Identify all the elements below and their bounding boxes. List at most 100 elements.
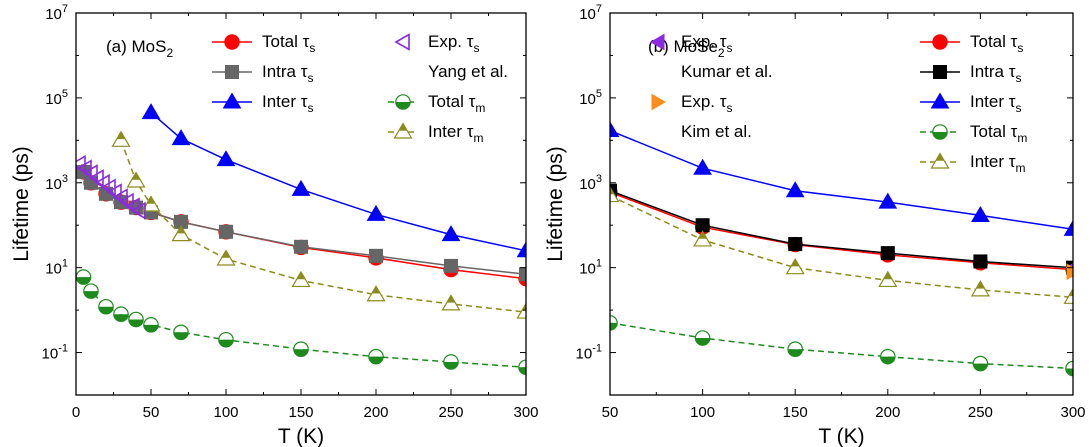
data-point-outline	[441, 294, 461, 311]
legend-item: Exp. τs	[651, 92, 732, 115]
data-point-outline	[368, 348, 384, 365]
x-axis-label: T (K)	[278, 425, 324, 447]
data-point-bottom	[173, 332, 189, 340]
legend-marker	[395, 94, 411, 110]
y-tick-label: 105	[45, 88, 68, 108]
data-point	[368, 348, 384, 365]
data-point-top	[83, 283, 99, 292]
legend-marker-outline	[932, 124, 948, 140]
legend-marker-bottom	[932, 132, 948, 140]
data-point-outline	[610, 185, 620, 203]
legend-item: Intra τs	[212, 62, 313, 85]
legend-marker-outline	[395, 94, 411, 110]
data-point-outline	[878, 270, 898, 288]
y-tick-label: 105	[579, 88, 602, 108]
panel-b: 50 100 150 200 250 300 10-1 101 103 105 107 T (K) Li…	[544, 3, 1086, 447]
data-point	[130, 201, 146, 220]
plot-area	[610, 121, 1073, 377]
data-point-outline	[443, 354, 459, 370]
legend-marker-outline	[930, 152, 950, 169]
legend-label: Exp. τs	[681, 92, 732, 115]
data-point	[610, 185, 620, 203]
data-point-top	[788, 341, 803, 350]
data-point-bottom	[113, 314, 129, 322]
data-point	[971, 205, 990, 222]
data-point	[970, 280, 990, 297]
x-tick-label: 100	[213, 404, 238, 421]
x-tick-label: 50	[602, 404, 619, 421]
data-point-outline	[610, 315, 618, 331]
data-point-outline	[972, 355, 989, 372]
data-point	[83, 283, 99, 299]
data-point	[216, 249, 236, 266]
data-point-top	[1065, 361, 1073, 369]
data-point-outline	[1063, 287, 1073, 304]
data-point-top	[695, 330, 710, 339]
x-tick-label: 150	[288, 404, 313, 421]
data-point	[369, 248, 383, 263]
data-point	[610, 183, 617, 198]
y-axis-label: Lifetime (ps)	[544, 146, 567, 262]
data-point	[785, 257, 805, 275]
x-tick-label: 50	[143, 404, 160, 421]
data-point-outline	[113, 306, 129, 323]
data-point-top	[368, 349, 384, 357]
series-line	[610, 189, 1073, 269]
legend-item: Inter τm	[920, 152, 1025, 175]
y-tick-label: 10-1	[576, 343, 602, 363]
legend-label: Kumar et al.	[681, 62, 773, 81]
x-tick-label: 200	[875, 404, 900, 421]
data-point-outline	[173, 324, 189, 341]
legend-item: Kumar et al.	[681, 62, 773, 81]
data-point-fill	[371, 286, 381, 294]
series-line	[610, 194, 1073, 299]
data-point-outline	[293, 341, 309, 357]
data-point-bottom	[1065, 368, 1073, 376]
data-point-top	[293, 341, 309, 350]
data-point	[1063, 287, 1073, 304]
data-point-fill	[296, 271, 306, 280]
data-point-top	[218, 332, 234, 340]
legend-marker	[930, 152, 950, 169]
data-point-fill	[116, 131, 126, 140]
data-point	[294, 239, 308, 254]
data-point	[441, 294, 461, 311]
legend-item: Total τm	[388, 92, 485, 115]
x-tick-label: 0	[72, 404, 80, 421]
data-point	[879, 348, 896, 365]
plot-area	[76, 103, 526, 376]
data-point-outline	[879, 348, 896, 365]
data-point	[171, 129, 191, 146]
x-tick-label: 250	[968, 404, 993, 421]
data-point	[878, 192, 898, 209]
x-tick-label: 150	[783, 404, 808, 421]
data-point-top	[173, 325, 189, 333]
legend-item: Exp. τs	[394, 32, 479, 55]
data-point	[787, 341, 803, 357]
data-point-top	[518, 360, 526, 368]
data-point-bottom	[293, 349, 309, 357]
legend-label: Inter τs	[262, 92, 313, 115]
legend-marker	[225, 65, 239, 79]
data-point	[1065, 360, 1073, 377]
data-point	[291, 179, 311, 196]
data-point-outline	[141, 195, 161, 212]
x-tick-label: 250	[438, 404, 463, 421]
data-point-top	[973, 356, 988, 364]
data-point	[141, 195, 161, 212]
data-point-fill	[790, 259, 800, 267]
legend-label: Kim et al.	[681, 122, 752, 141]
x-tick-label: 300	[1060, 404, 1085, 421]
legend-label: Total τs	[262, 32, 315, 55]
data-point-outline	[83, 283, 99, 299]
data-point-bottom	[143, 324, 159, 333]
data-point	[785, 181, 805, 198]
data-point-fill	[883, 271, 893, 280]
data-point	[98, 298, 114, 315]
series-1	[610, 183, 1073, 275]
y-axis-label: Lifetime (ps)	[10, 146, 33, 262]
data-point-outline	[366, 285, 386, 302]
data-point-outline	[516, 302, 526, 319]
series-2	[610, 121, 1073, 236]
data-point-bottom	[788, 349, 803, 357]
